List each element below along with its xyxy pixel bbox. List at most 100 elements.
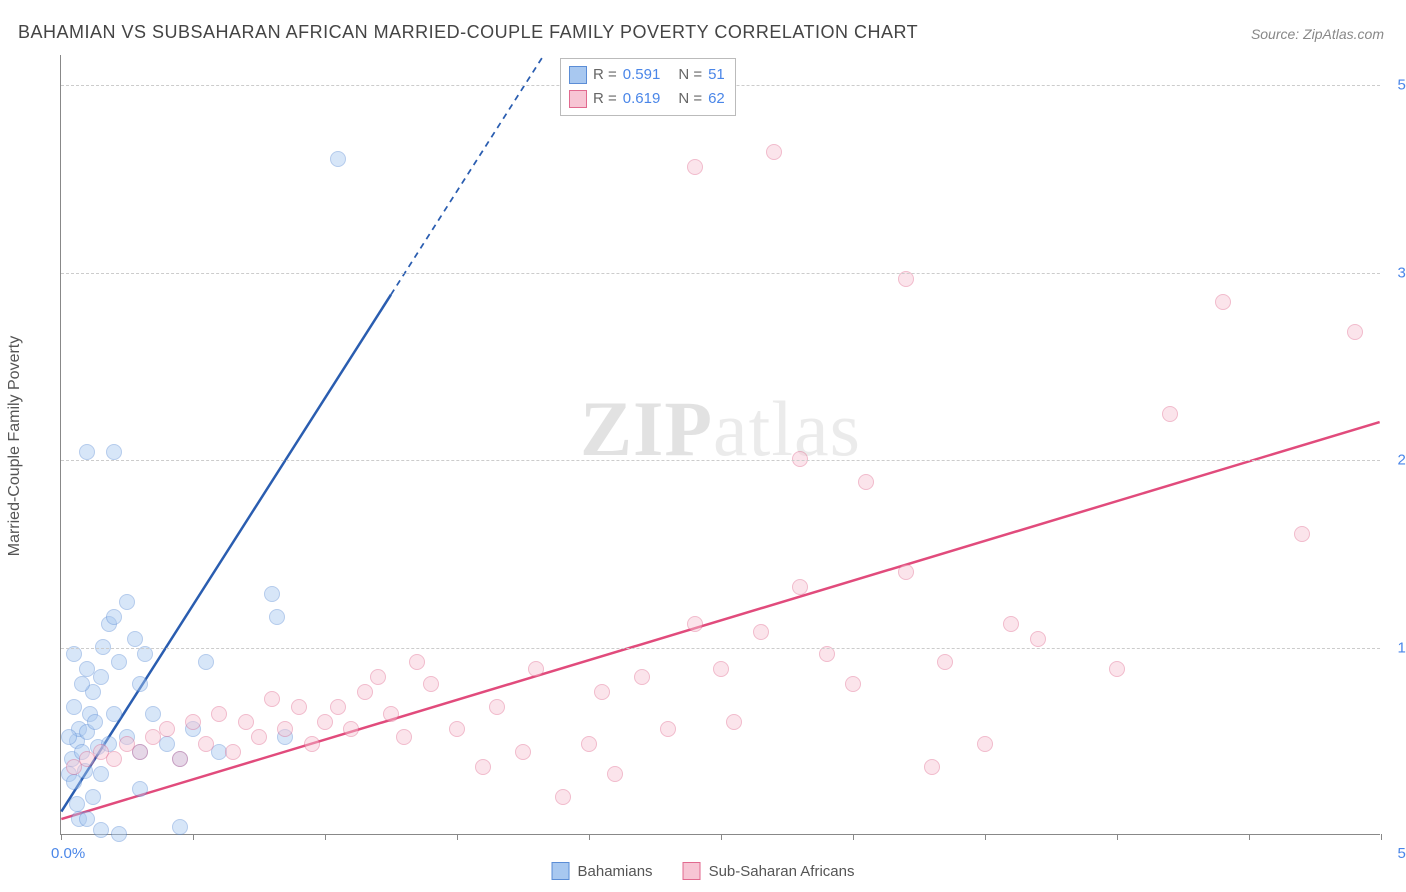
scatter-point [687,616,703,632]
gridline [61,460,1380,461]
scatter-point [1030,631,1046,647]
scatter-point [858,474,874,490]
scatter-point [370,669,386,685]
scatter-point [845,676,861,692]
x-tick-mark [985,834,986,840]
plot-area: ZIPatlas 0.0% 50.0% 12.5%25.0%37.5%50.0% [60,55,1380,835]
legend-n-label: N = [678,63,702,87]
scatter-point [753,624,769,640]
series-legend-item: Sub-Saharan Africans [683,862,855,880]
scatter-point [528,661,544,677]
series-legend-label: Sub-Saharan Africans [709,863,855,880]
x-tick-mark [325,834,326,840]
scatter-point [85,789,101,805]
scatter-point [726,714,742,730]
legend-r-label: R = [593,87,617,111]
scatter-point [111,826,127,842]
scatter-point [357,684,373,700]
scatter-point [225,744,241,760]
scatter-point [277,721,293,737]
scatter-point [937,654,953,670]
scatter-point [317,714,333,730]
scatter-point [713,661,729,677]
scatter-point [111,654,127,670]
scatter-point [489,699,505,715]
x-tick-mark [1381,834,1382,840]
scatter-point [198,654,214,670]
y-axis-label: Married-Couple Family Poverty [6,336,24,557]
series-legend: Bahamians Sub-Saharan Africans [552,862,855,880]
scatter-point [132,676,148,692]
scatter-point [132,781,148,797]
scatter-point [330,699,346,715]
scatter-point [106,444,122,460]
scatter-point [69,796,85,812]
scatter-point [106,609,122,625]
scatter-point [211,706,227,722]
scatter-point [515,744,531,760]
x-tick-mark [1117,834,1118,840]
scatter-point [79,444,95,460]
scatter-point [264,586,280,602]
x-tick-mark [853,834,854,840]
scatter-point [581,736,597,752]
y-tick-label: 50.0% [1385,77,1406,94]
scatter-point [660,721,676,737]
scatter-point [330,151,346,167]
scatter-point [423,676,439,692]
legend-r-value: 0.619 [623,87,661,111]
scatter-point [93,669,109,685]
scatter-point [238,714,254,730]
scatter-point [594,684,610,700]
x-tick-mark [457,834,458,840]
scatter-point [1215,294,1231,310]
scatter-point [93,766,109,782]
gridline [61,648,1380,649]
y-tick-label: 25.0% [1385,452,1406,469]
scatter-point [634,669,650,685]
scatter-point [475,759,491,775]
scatter-point [924,759,940,775]
x-tick-mark [61,834,62,840]
y-tick-label: 12.5% [1385,639,1406,656]
scatter-point [66,699,82,715]
scatter-point [172,751,188,767]
scatter-point [1347,324,1363,340]
scatter-point [449,721,465,737]
legend-swatch [683,862,701,880]
scatter-point [792,451,808,467]
scatter-point [145,706,161,722]
scatter-point [172,819,188,835]
x-tick-mark [721,834,722,840]
points-layer [61,55,1380,834]
scatter-point [127,631,143,647]
legend-swatch [569,90,587,108]
scatter-point [1162,406,1178,422]
scatter-point [93,822,109,838]
x-tick-mark [193,834,194,840]
source-attribution: Source: ZipAtlas.com [1251,26,1384,42]
legend-n-value: 51 [708,63,725,87]
x-origin-label: 0.0% [51,845,85,862]
x-max-label: 50.0% [1385,845,1406,862]
scatter-point [898,564,914,580]
x-tick-mark [1249,834,1250,840]
scatter-point [264,691,280,707]
scatter-point [106,706,122,722]
legend-swatch [552,862,570,880]
scatter-point [977,736,993,752]
series-legend-label: Bahamians [578,863,653,880]
scatter-point [269,609,285,625]
series-legend-item: Bahamians [552,862,653,880]
y-tick-label: 37.5% [1385,264,1406,281]
x-tick-mark [589,834,590,840]
legend-row: R = 0.591N = 51 [569,63,725,87]
scatter-point [304,736,320,752]
scatter-point [1109,661,1125,677]
scatter-point [87,714,103,730]
chart-title: BAHAMIAN VS SUBSAHARAN AFRICAN MARRIED-C… [18,22,918,43]
scatter-point [396,729,412,745]
scatter-point [766,144,782,160]
scatter-point [792,579,808,595]
scatter-point [1003,616,1019,632]
